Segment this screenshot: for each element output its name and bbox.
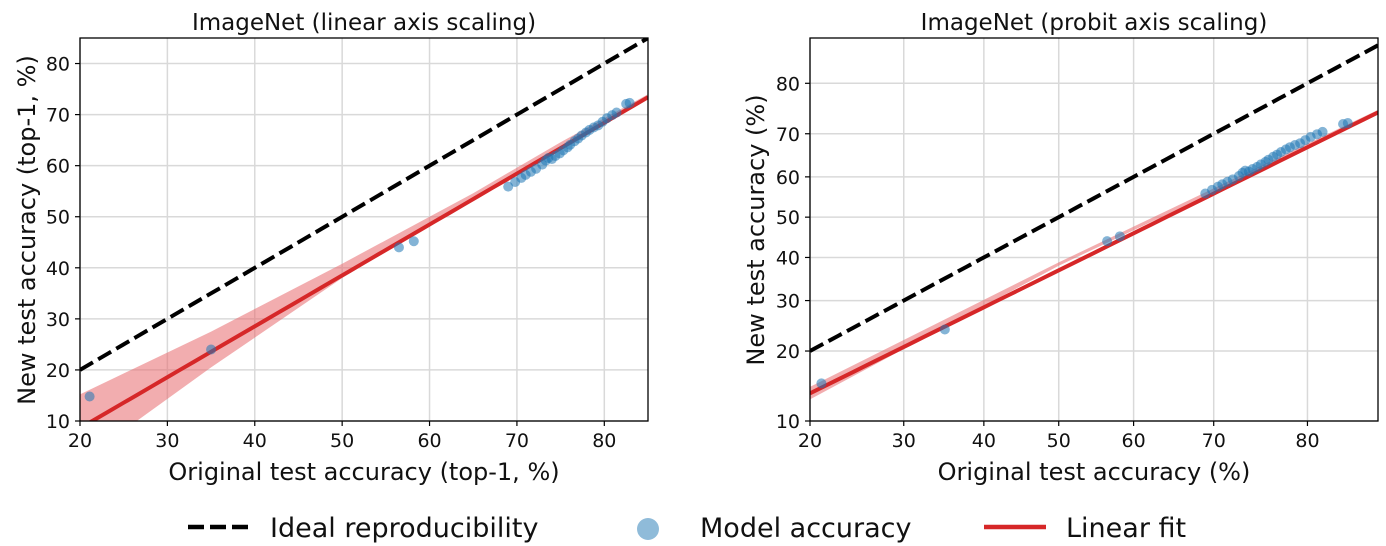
data-point	[1114, 231, 1125, 242]
x-tick-label: 60	[417, 430, 441, 452]
legend-label: Linear fit	[1066, 513, 1186, 544]
legend-label: Ideal reproducibility	[270, 513, 538, 544]
ideal-reproducibility-line	[80, 38, 648, 372]
legend: Ideal reproducibility Model accuracy Lin…	[188, 513, 1186, 544]
data-point	[1102, 236, 1113, 247]
x-tick-label: 70	[505, 430, 529, 452]
plot-area	[810, 43, 1378, 400]
y-tick-label: 60	[776, 167, 800, 189]
x-tick-label: 30	[155, 430, 179, 452]
legend-item-model: Model accuracy	[637, 513, 911, 544]
data-point	[84, 391, 95, 402]
y-tick-label: 70	[776, 124, 800, 146]
linear-fit-line	[810, 110, 1378, 396]
data-point	[816, 378, 827, 389]
data-point	[611, 107, 622, 118]
x-tick-label: 50	[1047, 430, 1071, 452]
y-tick-label: 80	[776, 73, 800, 95]
x-tick-label: 80	[1295, 430, 1319, 452]
y-tick-label: 10	[46, 411, 70, 433]
ideal-reproducibility-line	[810, 43, 1378, 353]
plot-frame	[79, 37, 649, 422]
y-tick-label: 20	[776, 341, 800, 363]
data-point	[624, 97, 635, 108]
y-tick-label: 20	[46, 360, 70, 382]
x-tick-label: 40	[243, 430, 267, 452]
legend-label: Model accuracy	[700, 513, 911, 544]
fit-confidence-band	[80, 94, 648, 421]
plot-area	[80, 38, 648, 421]
grid	[79, 38, 648, 422]
data-point	[1317, 126, 1328, 137]
x-tick-label: 40	[972, 430, 996, 452]
y-tick-label: 40	[776, 247, 800, 269]
data-point	[408, 236, 419, 247]
y-tick-label: 40	[46, 258, 70, 280]
data-point	[393, 242, 404, 253]
chart-probit-scaling: ImageNet (probit axis scaling) Original …	[742, 10, 1379, 486]
y-axis-label: New test accuracy (%)	[742, 94, 770, 365]
x-axis-label: Original test accuracy (top-1, %)	[168, 458, 559, 486]
x-axis-label: Original test accuracy (%)	[938, 458, 1251, 486]
x-tick-label: 80	[592, 430, 616, 452]
y-tick-label: 70	[46, 105, 70, 127]
x-tick-label: 20	[68, 430, 92, 452]
legend-marker-swatch	[637, 518, 659, 540]
y-tick-label: 30	[776, 291, 800, 313]
y-axis-label: New test accuracy (top-1, %)	[13, 55, 41, 405]
chart-title: ImageNet (linear axis scaling)	[192, 10, 536, 36]
y-tick-label: 50	[46, 207, 70, 229]
x-tick-label: 30	[892, 430, 916, 452]
grid	[809, 38, 1378, 422]
y-tick-label: 50	[776, 207, 800, 229]
x-tick-label: 70	[1202, 430, 1226, 452]
chart-linear-scaling: ImageNet (linear axis scaling) Original …	[13, 10, 649, 486]
y-tick-label: 10	[776, 411, 800, 433]
chart-title: ImageNet (probit axis scaling)	[921, 10, 1268, 36]
y-tick-label: 60	[46, 156, 70, 178]
legend-item-ideal: Ideal reproducibility	[188, 513, 538, 544]
x-tick-label: 60	[1122, 430, 1146, 452]
data-point	[206, 344, 217, 355]
data-point	[1342, 118, 1353, 129]
y-tick-label: 80	[46, 54, 70, 76]
plot-frame	[809, 37, 1379, 422]
x-tick-label: 20	[798, 430, 822, 452]
data-point	[939, 324, 950, 335]
legend-item-fit: Linear fit	[984, 513, 1186, 544]
y-tick-label: 30	[46, 309, 70, 331]
x-tick-label: 50	[330, 430, 354, 452]
